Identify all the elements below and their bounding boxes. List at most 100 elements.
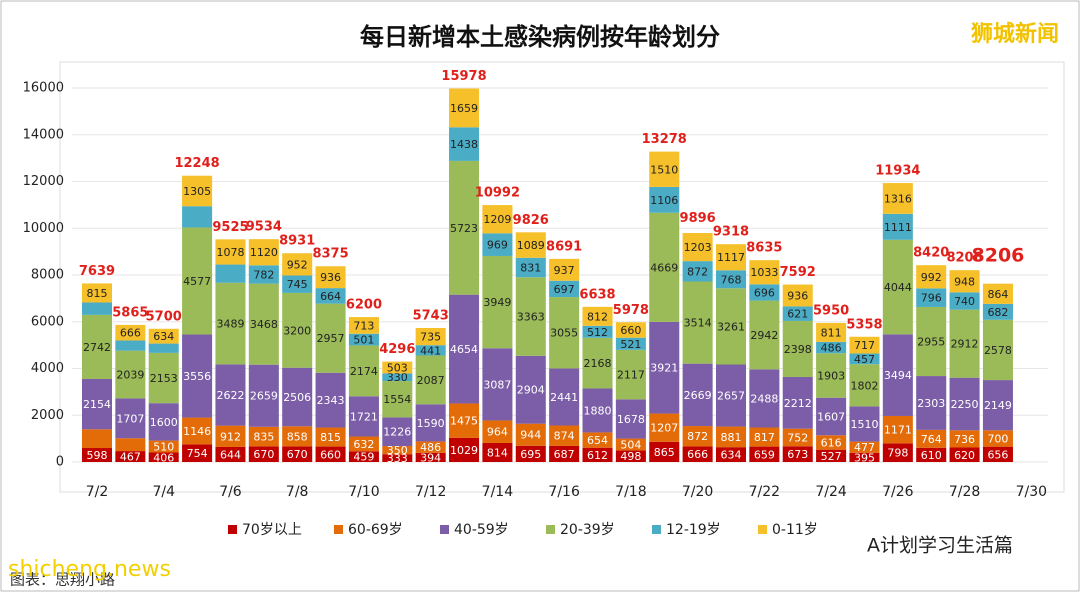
bar-segment [348,333,379,346]
bar-segment [782,428,813,447]
bar-segment [81,314,113,379]
segment-label: 1146 [183,425,211,438]
segment-label: 1802 [850,379,878,392]
total-label: 9896 [680,211,716,226]
bar-segment [482,442,513,462]
bar-segment [81,378,113,430]
x-tick-label: 7/2 [86,484,109,500]
segment-label: 620 [954,449,975,462]
bar-segment [882,443,913,462]
x-tick-label: 7/26 [882,484,914,500]
bar-segment [348,317,379,334]
segment-label: 1111 [884,221,912,234]
bar-segment [515,423,546,446]
segment-label: 441 [420,344,441,357]
bar-segment [649,212,680,322]
segment-label: 610 [921,449,942,462]
segment-label: 858 [287,430,308,443]
segment-label: 666 [120,327,141,340]
bar-segment [715,364,747,427]
bar-segment [782,306,813,321]
bar-segment [315,303,346,373]
bar-segment [882,334,913,416]
bar-segment [81,429,113,449]
bar-segment [949,292,980,310]
legend-swatch [652,525,661,534]
bar-segment [315,288,346,304]
bar-segment [348,436,379,452]
bar-segment [315,266,346,289]
bar-segment [849,336,880,354]
bar-segment [816,322,847,342]
segment-label: 4577 [183,275,211,288]
bar-segment [115,350,146,399]
segment-label: 467 [120,451,141,464]
segment-label: 644 [220,448,241,461]
segment-label: 815 [86,287,107,300]
segment-label: 1707 [116,412,144,425]
segment-label: 1659 [450,102,478,115]
bar-segment [248,239,279,266]
bar-segment [449,127,480,161]
bar-segment [282,253,313,276]
bar-segment [215,264,246,283]
bar-segment [415,441,446,453]
bar-segment [81,302,113,315]
bar-segment [882,239,913,335]
bar-segment [782,284,813,307]
segment-label: 2250 [951,398,979,411]
bar-segment [715,244,747,271]
segment-label: 695 [520,448,541,461]
bar-segment [682,261,713,282]
segment-label: 1880 [584,404,612,417]
bar-segment [715,270,747,289]
bar-segment [248,265,279,284]
segment-label: 394 [420,451,441,464]
segment-label: 796 [921,292,942,305]
segment-label: 865 [654,446,675,459]
bar-segment [849,353,880,365]
bar-segment [215,446,246,462]
watermark: shicheng.news [8,557,171,582]
segment-label: 2578 [984,344,1012,357]
bar-segment [682,446,713,462]
segment-label: 745 [287,278,308,291]
segment-label: 814 [487,446,508,459]
segment-label: 735 [420,331,441,344]
total-label: 8931 [279,234,315,249]
segment-label: 527 [821,450,842,463]
bar-segment [715,447,747,462]
segment-label: 872 [687,430,708,443]
total-label: 12248 [174,156,219,171]
segment-label: 2149 [984,399,1012,412]
bar-segment [549,258,580,281]
legend-label: 0-11岁 [772,522,818,538]
segment-label: 632 [353,438,374,451]
total-label: 11934 [875,164,920,179]
segment-label: 682 [987,306,1008,319]
bar-segment [949,309,980,378]
bar-segment [382,361,413,374]
x-tick-label: 7/22 [749,484,780,500]
segment-label: 2303 [917,397,945,410]
bar-segment [215,425,246,447]
segment-label: 944 [520,429,541,442]
bar-segment [982,319,1013,381]
total-label: 5358 [846,317,882,332]
segment-label: 2168 [584,357,612,370]
bar-segment [382,417,413,447]
segment-label: 3200 [283,324,311,337]
segment-label: 2659 [250,390,278,403]
bar-segment [749,284,780,301]
segment-label: 598 [86,449,107,462]
total-label: 8635 [746,241,782,256]
bar-segment [282,367,313,427]
bar-segment [949,430,980,448]
bar-segment [348,451,379,462]
segment-label: 1078 [216,246,244,259]
y-tick-label: 2000 [31,408,64,423]
legend-label: 70岁以上 [242,522,302,538]
segment-label: 1089 [517,239,545,252]
legend-swatch [334,525,343,534]
segment-label: 812 [587,310,608,323]
